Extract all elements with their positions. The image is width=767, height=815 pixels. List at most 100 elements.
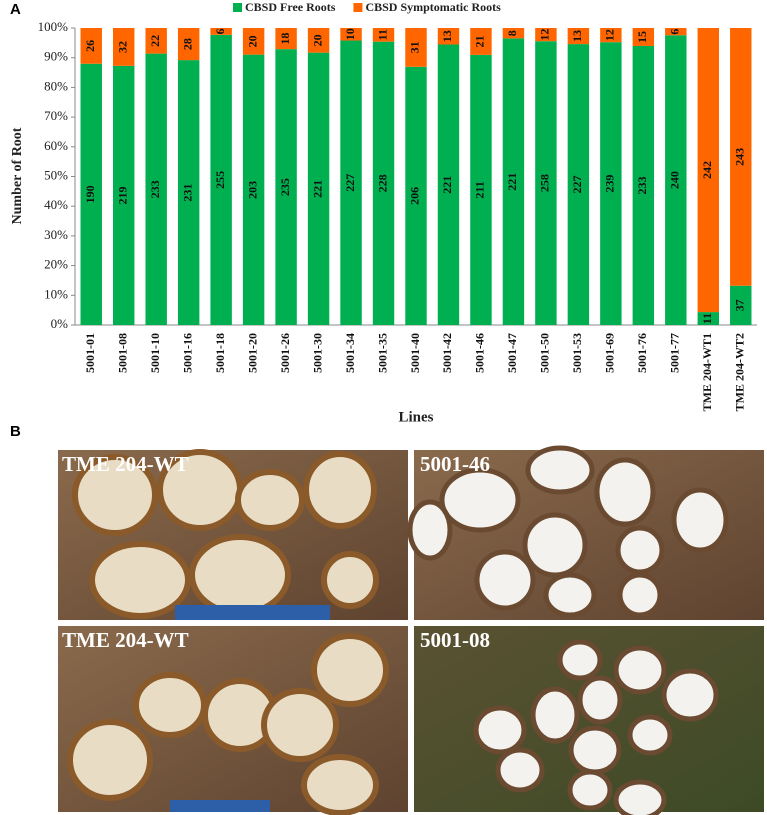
data-label: 190 <box>83 185 97 203</box>
data-label: 258 <box>538 174 552 192</box>
data-label: 20 <box>310 34 324 46</box>
roots <box>407 445 729 815</box>
data-label: 239 <box>603 175 617 193</box>
data-label: 13 <box>440 30 454 42</box>
y-tick-label: 40% <box>44 197 68 212</box>
x-tick-label: 5001-01 <box>83 333 97 373</box>
x-tick-label: 5001-10 <box>148 333 162 373</box>
data-label: 22 <box>148 35 162 47</box>
panel-label: B <box>10 423 21 440</box>
bar-segment <box>470 28 492 55</box>
bar-segment <box>665 28 687 36</box>
data-label: 26 <box>83 40 97 52</box>
bar-segment <box>567 44 590 326</box>
bar-segment <box>275 49 297 326</box>
bar-segment <box>470 54 492 326</box>
bar-segment <box>697 28 720 313</box>
bar-segment <box>210 28 232 35</box>
data-label: 12 <box>603 29 617 41</box>
data-label: 8 <box>505 30 519 36</box>
x-tick-label: 5001-26 <box>278 333 292 373</box>
bar-segment <box>177 60 200 326</box>
x-tick-label: 5001-77 <box>668 333 682 373</box>
data-label: 219 <box>115 186 129 204</box>
bar-segment <box>340 40 362 325</box>
data-label: 243 <box>733 148 747 166</box>
data-label: 240 <box>668 171 682 189</box>
legend-label: CBSD Free Roots <box>245 0 336 14</box>
x-tick-label: 5001-30 <box>310 333 324 373</box>
bar-segment <box>730 28 752 286</box>
x-tick-label: 5001-76 <box>635 333 649 373</box>
bar-segment <box>145 53 167 325</box>
data-label: 221 <box>440 176 454 194</box>
y-tick-label: 50% <box>44 167 68 182</box>
photo-label: TME 204-WT <box>62 452 189 476</box>
data-label: 221 <box>505 173 519 191</box>
bar-segment <box>275 28 297 50</box>
bar-segment <box>80 28 102 64</box>
y-tick-label: 90% <box>44 49 68 64</box>
bar-segment <box>665 35 687 326</box>
data-label: 231 <box>180 184 194 202</box>
y-tick-label: 20% <box>44 257 68 272</box>
data-label: 18 <box>278 33 292 45</box>
bar-segment <box>697 312 720 325</box>
x-tick-label: 5001-69 <box>603 333 617 373</box>
x-tick-label: 5001-34 <box>343 333 357 373</box>
bar-segment <box>632 28 655 46</box>
bar-segment <box>307 52 330 325</box>
data-label: 227 <box>343 174 357 192</box>
bar-segment <box>567 28 590 45</box>
data-label: 221 <box>310 180 324 198</box>
bar-segment <box>600 28 622 43</box>
y-tick-label: 30% <box>44 227 68 242</box>
x-tick-label: 5001-46 <box>473 333 487 373</box>
bar-segment <box>535 41 557 325</box>
data-label: 203 <box>245 181 259 199</box>
data-label: 12 <box>538 29 552 41</box>
bar-segment <box>632 45 655 325</box>
bar-segment <box>340 28 362 41</box>
y-tick-label: 0% <box>51 316 69 331</box>
data-label: 233 <box>635 176 649 194</box>
bar-segment <box>600 42 622 325</box>
y-axis-label: Number of Root <box>10 127 25 224</box>
y-tick-label: 100% <box>38 19 69 34</box>
roots <box>67 449 389 815</box>
legend-swatch <box>233 3 242 12</box>
data-label: 11 <box>375 29 389 40</box>
bar-segment <box>405 66 427 326</box>
bar-segment <box>502 38 525 325</box>
y-tick-label: 70% <box>44 108 68 123</box>
bar-segment <box>210 34 232 326</box>
panel-label: A <box>10 1 21 18</box>
bar-segment <box>307 28 330 53</box>
data-label: 6 <box>213 28 227 34</box>
data-label: 15 <box>635 31 649 43</box>
data-label: 13 <box>570 30 584 42</box>
bar-segment <box>405 28 427 67</box>
data-label: 11 <box>700 313 714 324</box>
data-label: 227 <box>570 176 584 194</box>
data-label: 32 <box>115 41 129 53</box>
photo-label: 5001-08 <box>420 628 490 652</box>
data-label: 255 <box>213 171 227 189</box>
x-tick-label: 5001-18 <box>213 333 227 373</box>
bar-segment <box>535 28 557 42</box>
x-tick-label: 5001-42 <box>440 333 454 373</box>
bar-segment <box>372 41 395 325</box>
x-tick-label: 5001-35 <box>375 333 389 373</box>
photo-label: 5001-46 <box>420 452 490 476</box>
data-label: 6 <box>668 29 682 35</box>
y-tick-label: 80% <box>44 78 68 93</box>
x-tick-label: 5001-20 <box>245 333 259 373</box>
bar-segment <box>112 28 135 66</box>
data-label: 242 <box>700 161 714 179</box>
legend-label: CBSD Symptomatic Roots <box>365 0 501 14</box>
data-label: 233 <box>148 180 162 198</box>
x-tick-label: 5001-16 <box>180 333 194 373</box>
data-label: 206 <box>408 187 422 205</box>
x-tick-label: 5001-53 <box>570 333 584 373</box>
